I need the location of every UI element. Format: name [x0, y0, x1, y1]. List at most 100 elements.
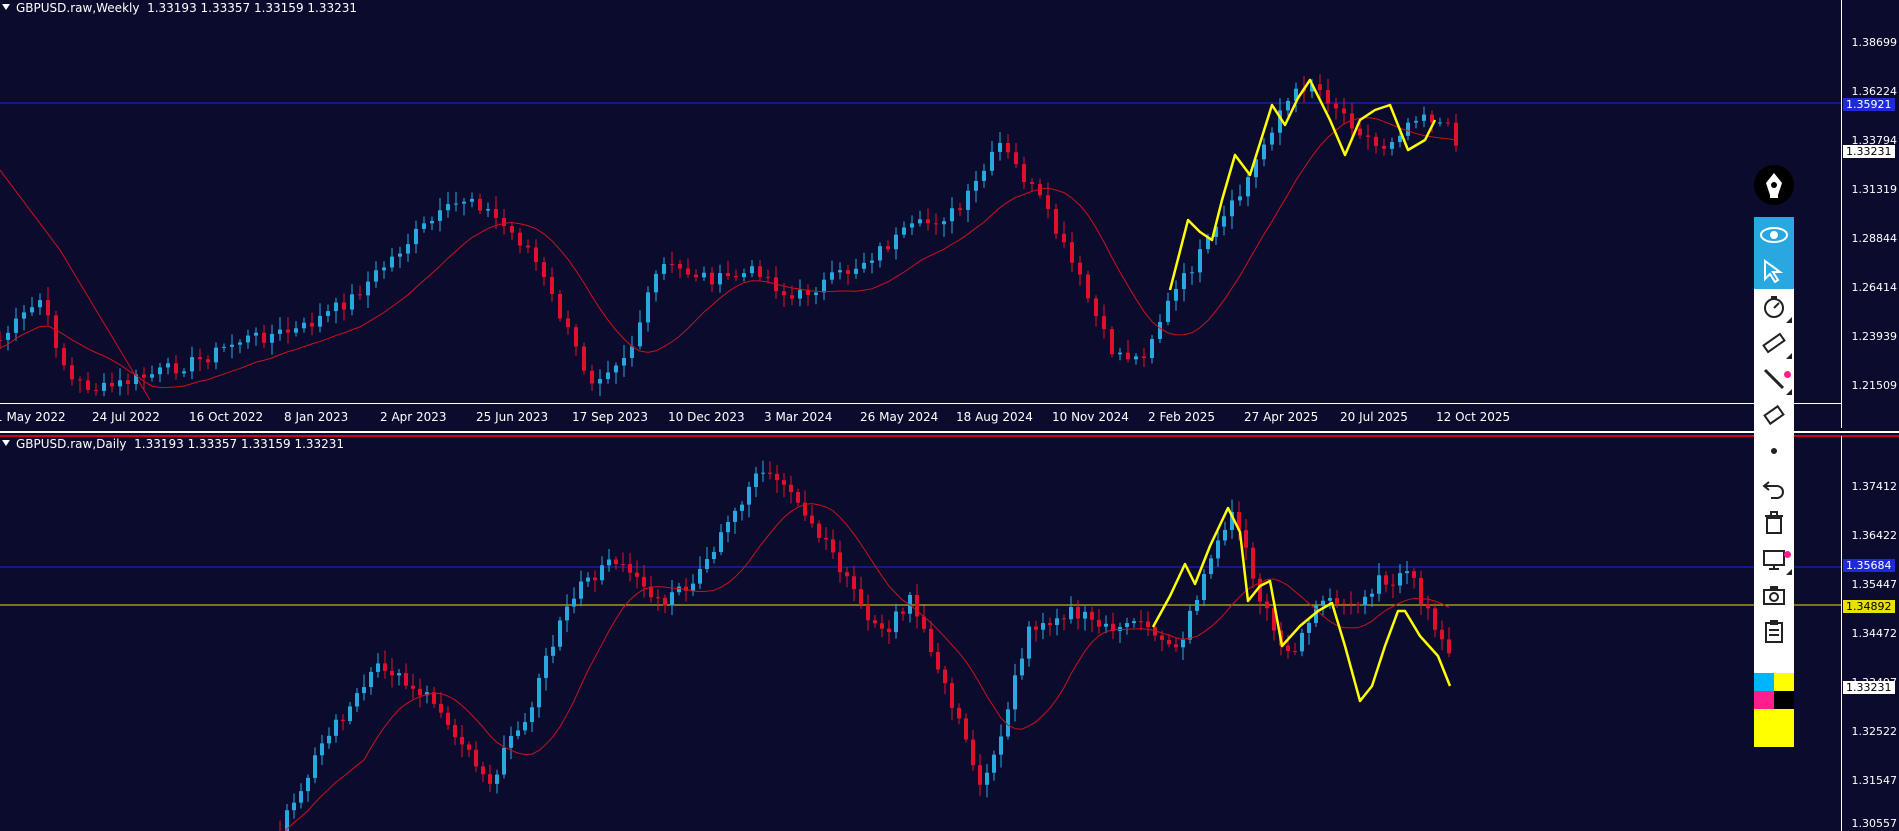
candle-body: [586, 577, 590, 582]
candle-body: [822, 279, 826, 293]
candle-body: [950, 683, 954, 708]
candle-body: [432, 692, 436, 704]
candle-body: [1342, 603, 1346, 605]
candle-body: [1111, 623, 1115, 632]
candle-body: [929, 628, 933, 652]
eraser-icon[interactable]: [1754, 397, 1794, 433]
candle-body: [1216, 540, 1220, 559]
candle-body: [838, 270, 842, 273]
candle-body: [600, 565, 604, 581]
candle-body: [414, 228, 418, 245]
camera-icon[interactable]: [1754, 577, 1794, 613]
collapse-triangle-icon[interactable]: [2, 440, 10, 446]
candle-body: [831, 539, 835, 553]
candle-body: [369, 671, 373, 688]
candle-body: [670, 592, 674, 606]
candle-body: [230, 344, 234, 347]
candle-body: [362, 687, 366, 694]
candle-body: [1214, 226, 1218, 237]
collapse-triangle-icon[interactable]: [2, 4, 10, 10]
candle-body: [982, 170, 986, 181]
candle-body: [102, 382, 106, 391]
swatch-selected-yellow[interactable]: [1754, 709, 1794, 747]
price-tick: 1.21509: [1851, 379, 1898, 392]
line-icon[interactable]: [1754, 361, 1794, 397]
candle-body: [1182, 273, 1186, 290]
candle-body: [656, 597, 660, 599]
candle-body: [350, 294, 354, 310]
candle-body: [902, 227, 906, 235]
candle-body: [326, 311, 330, 316]
candle-body: [628, 564, 632, 573]
candle-body: [1377, 575, 1381, 594]
candle-body: [934, 223, 938, 225]
candle-body: [958, 208, 962, 210]
weekly-date-axis[interactable]: 1 May 2022 24 Jul 2022 16 Oct 2022 8 Jan…: [0, 403, 1841, 429]
pane-separator[interactable]: [0, 428, 1899, 437]
candle-body: [558, 620, 562, 647]
trash-icon[interactable]: [1754, 505, 1794, 541]
candle-body: [313, 755, 317, 778]
candle-body: [134, 374, 138, 385]
daily-chart-canvas[interactable]: [0, 436, 1841, 831]
candle-body: [292, 802, 296, 811]
candle-body: [1286, 100, 1290, 111]
eye-icon[interactable]: [1754, 217, 1794, 253]
price-tick: 1.34472: [1851, 627, 1898, 640]
candle-body: [880, 623, 884, 629]
candle-body: [1414, 120, 1418, 123]
swatch-black[interactable]: [1774, 691, 1794, 709]
candle-body: [502, 747, 506, 775]
weekly-price-axis[interactable]: 1.38699 1.36224 1.33794 1.31319 1.28844 …: [1841, 0, 1899, 428]
date-label: 27 Apr 2025: [1244, 410, 1319, 424]
ruler-icon[interactable]: [1754, 325, 1794, 361]
screen-icon[interactable]: [1754, 541, 1794, 577]
candle-body: [470, 198, 474, 202]
candle-body: [1374, 136, 1378, 146]
candle-body: [1244, 530, 1248, 548]
candle-body: [334, 719, 338, 736]
candle-body: [790, 295, 794, 299]
candle-body: [1230, 200, 1234, 217]
candle-body: [614, 365, 618, 373]
candle-body: [1014, 152, 1018, 165]
candle-body: [478, 198, 482, 211]
candle-body: [768, 472, 772, 474]
candle-body: [411, 685, 415, 689]
candle-body: [1293, 650, 1297, 652]
cursor-icon[interactable]: [1754, 253, 1794, 289]
candle-body: [1318, 84, 1322, 90]
candle-body: [1356, 604, 1360, 606]
daily-chart-pane[interactable]: GBPUSD.raw,Daily 1.33193 1.33357 1.33159…: [0, 436, 1899, 831]
weekly-chart-pane[interactable]: GBPUSD.raw,Weekly 1.33193 1.33357 1.3315…: [0, 0, 1899, 428]
swatch-cyan[interactable]: [1754, 673, 1774, 691]
candle-body: [1438, 122, 1442, 124]
candle-body: [320, 743, 324, 756]
swatch-magenta[interactable]: [1754, 691, 1774, 709]
pen-logo-icon[interactable]: [1754, 165, 1794, 205]
weekly-chart-canvas[interactable]: [0, 0, 1841, 403]
stopwatch-icon[interactable]: [1754, 289, 1794, 325]
candle-body: [358, 294, 362, 296]
candle-body: [999, 736, 1003, 755]
swatch-yellow[interactable]: [1774, 673, 1794, 691]
clipboard-icon[interactable]: [1754, 613, 1794, 649]
candle-body: [974, 180, 978, 191]
daily-price-axis[interactable]: 1.37412 1.36422 1.35447 1.34472 1.33497 …: [1841, 436, 1899, 831]
candle-body: [1022, 164, 1026, 183]
candle-body: [1102, 316, 1106, 330]
undo-icon[interactable]: [1754, 469, 1794, 505]
candle-body: [537, 677, 541, 708]
candle-body: [1321, 600, 1325, 605]
price-tick: 1.38699: [1851, 36, 1898, 49]
candle-body: [1202, 574, 1206, 600]
candle-body: [46, 300, 50, 316]
candle-body: [998, 142, 1002, 152]
candle-body: [376, 663, 380, 672]
dot-icon[interactable]: [1754, 433, 1794, 469]
candle-body: [758, 266, 762, 277]
candle-body: [830, 272, 834, 280]
candle-body: [1126, 352, 1130, 360]
candle-body: [1230, 511, 1234, 530]
candle-body: [719, 532, 723, 553]
